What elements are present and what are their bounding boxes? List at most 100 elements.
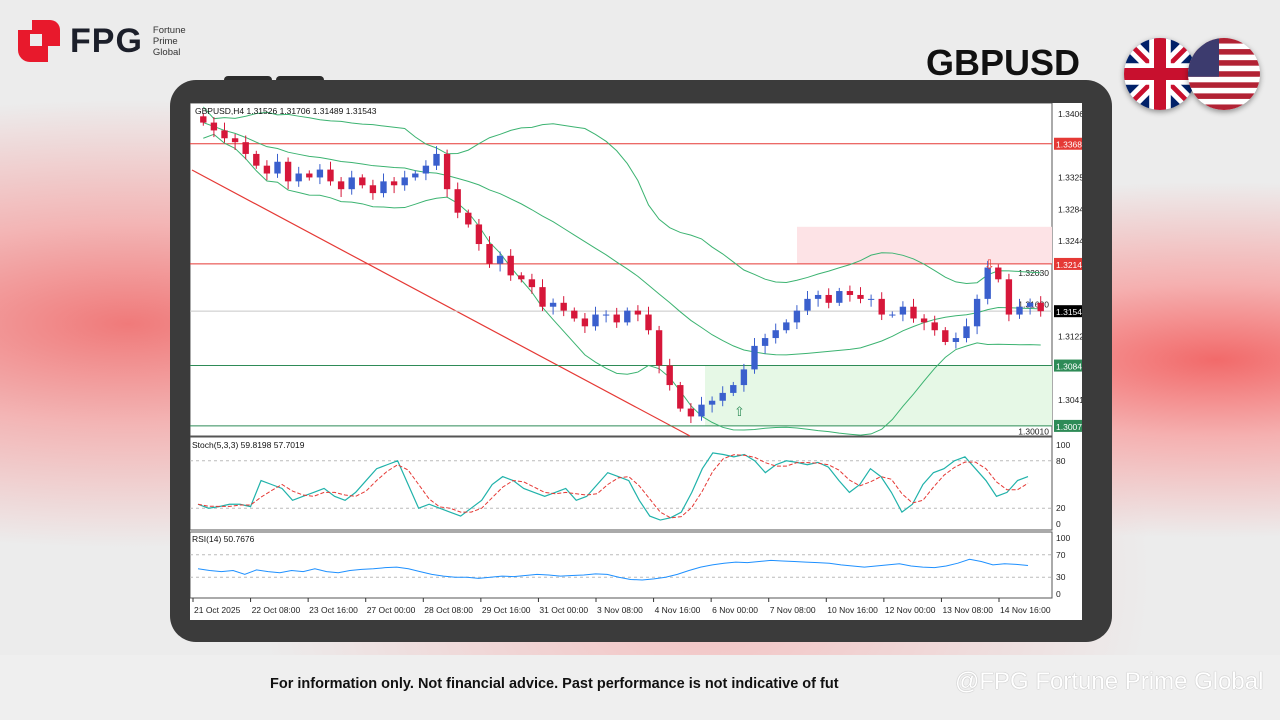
x-tick-label: 28 Oct 08:00 <box>424 605 473 615</box>
level-label: 1.31543 <box>1056 307 1082 317</box>
candle <box>655 330 663 366</box>
candle <box>210 122 218 131</box>
x-tick-label: 7 Nov 08:00 <box>770 605 816 615</box>
candle <box>295 173 302 182</box>
candle <box>263 165 271 174</box>
y-tick-label: 1.30410 <box>1058 395 1082 405</box>
candle <box>698 404 705 417</box>
candle <box>422 165 430 174</box>
candle <box>221 130 228 139</box>
rsi-tick: 30 <box>1056 572 1066 582</box>
candle <box>380 181 387 194</box>
candle <box>581 318 589 327</box>
candle <box>634 310 642 315</box>
x-tick-label: 21 Oct 2025 <box>194 605 241 615</box>
stoch-k-line <box>197 452 1029 521</box>
candle <box>465 212 472 225</box>
x-tick-label: 4 Nov 16:00 <box>655 605 701 615</box>
candle <box>677 385 684 409</box>
stoch-pane <box>189 436 1053 531</box>
chart-title: GBPUSD,H4 1.31526 1.31706 1.31489 1.3154… <box>195 106 377 116</box>
candle <box>433 153 440 166</box>
candle <box>730 385 737 393</box>
rsi-line <box>197 558 1029 581</box>
y-tick-label: 1.34060 <box>1058 109 1082 119</box>
level-badge <box>1054 137 1084 150</box>
y-tick-label: 1.32440 <box>1058 236 1082 246</box>
y-tick-label: 1.30010 <box>1018 426 1049 436</box>
candle <box>751 345 758 370</box>
stoch-tick: 100 <box>1056 440 1070 450</box>
candle <box>666 365 673 386</box>
candle <box>910 306 917 319</box>
stoch-tick: 20 <box>1056 503 1066 513</box>
level-badge <box>1054 305 1084 318</box>
candle <box>973 298 981 327</box>
level-label: 1.32146 <box>1056 260 1082 270</box>
y-tick-label: 1.32840 <box>1058 205 1082 215</box>
candle <box>401 177 408 186</box>
level-badge <box>1054 419 1084 432</box>
rsi-label: RSI(14) 50.7676 <box>192 534 255 544</box>
candle <box>920 318 928 323</box>
candle <box>274 161 281 174</box>
stoch-tick: 0 <box>1056 519 1061 529</box>
candle <box>772 330 779 339</box>
candle <box>889 314 896 316</box>
candle <box>804 298 811 311</box>
candle <box>719 392 726 401</box>
candle <box>369 185 377 194</box>
candle <box>496 255 504 264</box>
candle <box>1016 306 1023 315</box>
x-tick-label: 29 Oct 16:00 <box>482 605 531 615</box>
candle <box>518 275 525 280</box>
candle <box>560 302 567 311</box>
rsi-tick: 0 <box>1056 589 1061 599</box>
stoch-label: Stoch(5,3,3) 59.8198 57.7019 <box>192 440 305 450</box>
candle <box>952 338 960 342</box>
x-tick-label: 6 Nov 00:00 <box>712 605 758 615</box>
candle <box>613 314 620 323</box>
x-tick-label: 13 Nov 08:00 <box>942 605 993 615</box>
candle <box>242 142 249 154</box>
candle <box>740 369 748 386</box>
candle <box>931 322 938 331</box>
candle <box>857 294 864 299</box>
candle <box>687 408 695 417</box>
candle <box>984 267 991 299</box>
candle <box>836 291 843 303</box>
x-tick-label: 23 Oct 16:00 <box>309 605 358 615</box>
y-tick-label: 1.31630 <box>1018 299 1049 309</box>
candle <box>995 267 1002 280</box>
candle <box>528 279 536 288</box>
candle <box>1026 302 1034 307</box>
candle <box>878 298 885 315</box>
fpg-logo: FPG Fortune Prime Global <box>18 20 186 62</box>
level-label: 1.30849 <box>1056 362 1082 372</box>
candle <box>846 291 854 295</box>
candle <box>284 161 292 182</box>
candle <box>337 181 345 190</box>
fpg-logo-mark <box>18 20 62 62</box>
bollinger-upper <box>202 106 1041 284</box>
uk-flag-icon <box>1124 38 1196 110</box>
bollinger-lower <box>203 133 1041 436</box>
candle <box>507 255 514 276</box>
candle <box>306 173 313 178</box>
trendline <box>191 169 691 437</box>
candle <box>963 326 970 339</box>
x-tick-label: 12 Nov 00:00 <box>885 605 936 615</box>
x-tick-label: 10 Nov 16:00 <box>827 605 878 615</box>
x-tick-label: 31 Oct 00:00 <box>539 605 588 615</box>
candle <box>486 244 493 264</box>
level-badge <box>1054 257 1084 270</box>
y-tick-label: 1.31220 <box>1058 331 1082 341</box>
chart-screen: 1.33680 1.32146 1.31543 1.30849 1.30079 1.340… <box>189 102 1089 620</box>
x-tick-label: 3 Nov 08:00 <box>597 605 643 615</box>
y-tick-label: 1.33250 <box>1058 172 1082 182</box>
logo-subtitle-line: Fortune <box>152 24 186 36</box>
y-tick-label: 1.32030 <box>1018 268 1049 278</box>
buy-arrow-icon: ⇧ <box>734 404 745 419</box>
level-badge <box>1054 359 1084 372</box>
candle <box>761 338 769 346</box>
